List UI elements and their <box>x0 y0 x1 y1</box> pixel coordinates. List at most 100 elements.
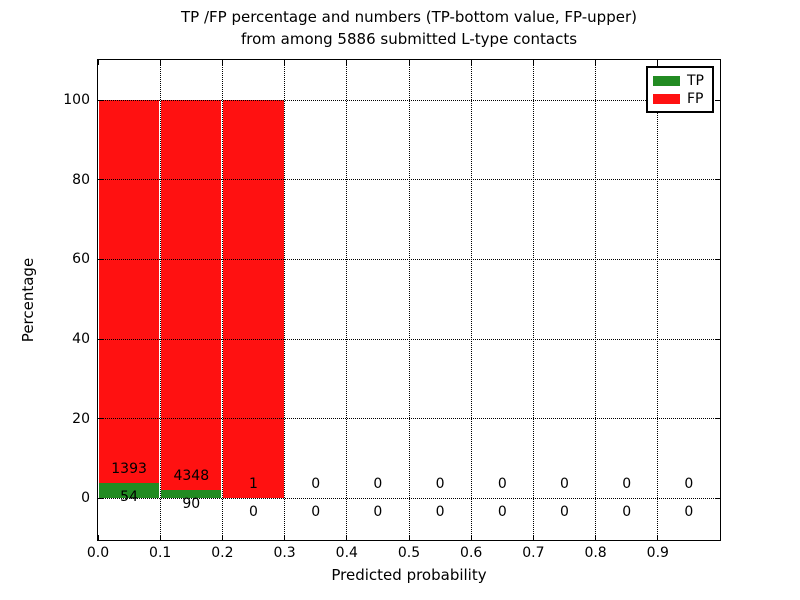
v-gridline-0.7 <box>532 60 534 540</box>
fp-bar-segment <box>161 100 222 493</box>
chart-title-line2: from among 5886 submitted L-type contact… <box>240 30 578 48</box>
chart-title: TP /FP percentage and numbers (TP-bottom… <box>98 6 720 50</box>
y-tick-label-80: 80 <box>72 171 90 188</box>
v-gridline-0.6 <box>470 60 472 540</box>
y-tick <box>98 497 103 499</box>
y-tick <box>98 418 103 420</box>
x-tick-top <box>284 60 286 65</box>
fp-count-label: 0 <box>435 476 445 493</box>
chart-title-line1: TP /FP percentage and numbers (TP-bottom… <box>181 8 637 26</box>
ticks-layer <box>97 60 720 540</box>
fp-count-label: 0 <box>684 476 694 493</box>
legend-label-tp: TP <box>687 72 704 89</box>
count-labels-layer: 1393 54 4348 90 1 0 0 0 0 0 0 0 0 0 0 0 0 0 0 0 <box>98 60 720 540</box>
x-tick-label-0.6: 0.6 <box>460 545 483 561</box>
tp-count-label: 0 <box>373 504 383 521</box>
tp-count-label: 0 <box>560 504 569 521</box>
y-tick-label-20: 20 <box>72 410 90 427</box>
x-tick <box>595 535 597 540</box>
legend: TP FP <box>646 66 714 113</box>
x-tick-label-0.0: 0.0 <box>86 545 110 561</box>
fp-swatch-icon <box>653 93 680 104</box>
x-tick-label-0.1: 0.1 <box>149 545 172 561</box>
y-tick <box>98 99 103 101</box>
x-tick-top <box>346 60 348 65</box>
tp-count-label: 0 <box>622 504 632 521</box>
tp-bar-segment <box>161 490 222 499</box>
y-tick-right <box>715 258 720 260</box>
tp-bar-segment <box>99 483 160 499</box>
tp-count-label: 0 <box>684 504 694 521</box>
fp-count-label: 0 <box>373 476 383 493</box>
y-tick-label-0: 0 <box>81 490 90 507</box>
y-tick <box>98 179 103 181</box>
v-gridline-0.4 <box>346 60 348 540</box>
y-tick <box>98 258 103 260</box>
y-tick-label-40: 40 <box>72 331 90 347</box>
y-axis-label: Percentage <box>19 257 37 343</box>
tp-swatch-icon <box>653 75 680 86</box>
y-tick-right <box>715 338 720 340</box>
y-tick-right <box>715 418 720 420</box>
x-tick <box>532 535 534 540</box>
fp-count-label: 0 <box>560 476 569 493</box>
x-tick-top <box>595 60 597 65</box>
v-gridline-0.1 <box>159 60 161 540</box>
x-tick-top <box>532 60 534 65</box>
fp-bar-segment <box>223 100 284 499</box>
x-tick-top <box>159 60 161 65</box>
fp-count-label: 1393 <box>111 461 147 478</box>
y-tick-label-100: 100 <box>63 92 90 109</box>
plot-area: 1393 54 4348 90 1 0 0 0 0 0 0 0 0 0 0 0 0 0 0 0 <box>97 59 721 541</box>
fp-bar-segment <box>99 100 160 486</box>
tp-count-label: 54 <box>120 489 139 506</box>
x-tick <box>159 535 161 540</box>
grid-layer <box>98 60 720 540</box>
x-tick <box>284 535 286 540</box>
x-tick <box>408 535 410 540</box>
x-tick <box>657 535 659 540</box>
x-tick-label-0.9: 0.9 <box>646 545 669 561</box>
fp-count-label: 0 <box>311 476 321 493</box>
x-tick <box>470 535 472 540</box>
y-tick-right <box>715 497 720 499</box>
x-tick-label-0.5: 0.5 <box>397 545 421 561</box>
x-axis-label: Predicted probability <box>331 566 487 584</box>
fp-count-label: 1 <box>249 476 258 493</box>
fp-count-label: 0 <box>622 476 632 493</box>
x-tick-label-0.3: 0.3 <box>273 545 296 561</box>
v-gridline-0.5 <box>408 60 410 540</box>
tp-count-label: 0 <box>435 504 445 521</box>
bars-layer <box>98 60 720 540</box>
legend-row-fp: FP <box>653 90 712 107</box>
x-tick-top <box>470 60 472 65</box>
v-gridline-0.3 <box>284 60 286 540</box>
y-tick-right <box>715 179 720 181</box>
legend-row-tp: TP <box>653 72 712 89</box>
x-tick-top <box>657 60 659 65</box>
tp-count-label: 90 <box>182 496 201 513</box>
v-gridline-0.9 <box>657 60 659 540</box>
tp-count-label: 0 <box>311 504 321 521</box>
x-tick-label-0.8: 0.8 <box>584 545 607 561</box>
fp-count-label: 0 <box>497 476 507 493</box>
x-tick-top <box>408 60 410 65</box>
x-tick-top <box>97 60 99 65</box>
x-tick-label-0.4: 0.4 <box>335 545 358 561</box>
x-tick-label-0.2: 0.2 <box>211 545 234 561</box>
x-tick <box>221 535 223 540</box>
y-tick-label-60: 60 <box>72 251 90 268</box>
tp-count-label: 0 <box>249 504 258 521</box>
v-gridline-0.8 <box>595 60 597 540</box>
x-tick <box>346 535 348 540</box>
x-tick-top <box>221 60 223 65</box>
y-tick <box>98 338 103 340</box>
y-tick-right <box>715 99 720 101</box>
legend-label-fp: FP <box>687 90 704 107</box>
x-tick <box>97 535 99 540</box>
v-gridline-0.2 <box>221 60 223 540</box>
tp-count-label: 0 <box>497 504 507 521</box>
fp-count-label: 4348 <box>173 468 210 485</box>
x-tick-label-0.7: 0.7 <box>522 545 545 561</box>
